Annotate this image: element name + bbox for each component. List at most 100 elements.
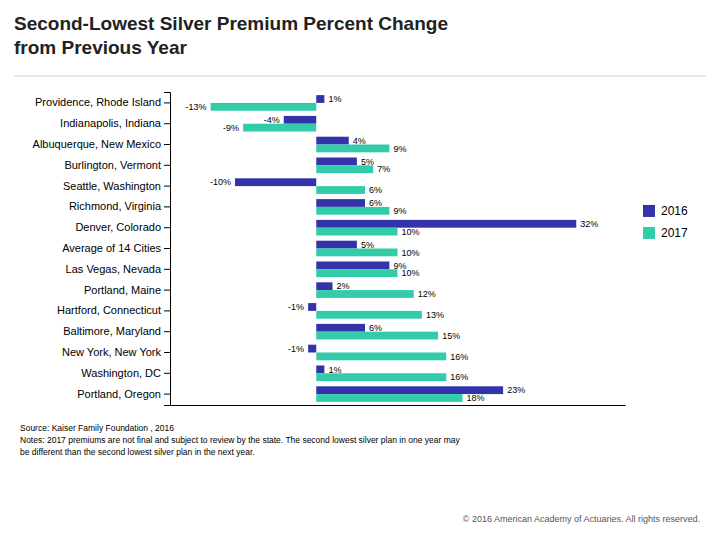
data-label: -4% [264,115,280,125]
bar [316,311,422,319]
bar [316,158,357,166]
data-label: 1% [328,365,341,375]
data-label: -9% [223,123,239,133]
y-axis: Providence, Rhode Island Indianapolis, In… [33,93,171,406]
bar [316,249,397,257]
y-tick: New York, New York [62,346,170,358]
y-tick: Baltimore, Maryland [63,325,170,337]
y-tick: Washington, DC [81,367,170,379]
legend-label: 2016 [661,204,688,218]
data-label: 16% [450,372,468,382]
data-label: -1% [288,302,304,312]
legend-item: 2016 [643,204,688,218]
y-tick-mark [164,144,170,145]
data-label: 2% [337,281,350,291]
legend-item: 2017 [643,226,688,240]
legend-swatch [643,227,655,239]
y-tick-mark [164,394,170,395]
series [211,103,463,402]
data-label: 9% [393,144,406,154]
data-label: 4% [353,136,366,146]
y-tick: Burlington, Vermont [64,159,170,171]
data-label: 15% [442,331,460,341]
bar [316,282,332,290]
y-tick-label: Las Vegas, Nevada [66,263,162,275]
y-tick-label: Washington, DC [81,367,161,379]
bar [316,228,397,236]
y-tick: Portland, Maine [84,284,170,296]
y-tick: Portland, Oregon [77,388,170,400]
bar [316,290,414,298]
y-tick: Seattle, Washington [63,180,170,192]
data-label: 13% [426,310,444,320]
data-label: 6% [369,323,382,333]
data-label: 10% [402,227,420,237]
bar [316,269,397,277]
y-tick-label: Richmond, Virginia [69,200,162,212]
x-axis [171,405,626,406]
y-tick-mark [164,186,170,187]
y-tick: Indianapolis, Indiana [60,117,170,129]
bar [316,324,365,332]
y-tick-mark [164,102,170,103]
y-tick-label: Portland, Maine [84,284,161,296]
y-tick: Denver, Colorado [75,221,170,233]
bar [316,199,365,207]
bar [316,352,446,360]
data-label: -10% [210,177,231,187]
bar [316,365,324,373]
y-tick-mark [164,310,170,311]
data-label: 6% [369,198,382,208]
data-label: 5% [361,157,374,167]
legend-swatch [643,205,655,217]
legend-label: 2017 [661,226,688,240]
bar [316,261,389,269]
y-tick-label: New York, New York [62,346,162,358]
bar [308,303,316,311]
y-tick-mark [164,290,170,291]
chart: Second-Lowest Silver Premium Percent Cha… [0,0,720,540]
y-tick-label: Seattle, Washington [63,180,161,192]
bar [316,394,462,402]
y-tick: Las Vegas, Nevada [66,263,170,275]
y-tick-label: Burlington, Vermont [64,159,161,171]
separator [14,76,706,77]
y-tick-label: Providence, Rhode Island [35,96,161,108]
data-label: 18% [467,393,485,403]
y-tick-mark [164,352,170,353]
y-tick-mark [164,206,170,207]
y-tick: Richmond, Virginia [69,200,170,212]
y-axis-line [164,93,171,406]
y-tick-label: Hartford, Connecticut [57,304,161,316]
footer-note: © 2016 American Academy of Actuaries. Al… [463,514,700,524]
data-label: 23% [507,385,525,395]
data-label: 32% [580,219,598,229]
data-label: 7% [377,164,390,174]
y-tick-mark [164,269,170,270]
y-tick-label: Albuquerque, New Mexico [33,138,161,150]
bar [308,345,316,353]
data-labels: 1%-4%4%5%-10%6%32%5%9%2%-1%6%-1%1%23%-13… [186,94,599,403]
bars [211,95,577,402]
bar [284,116,317,124]
bar [316,186,365,194]
y-tick: Average of 14 Cities [62,242,170,254]
data-label: 9% [393,206,406,216]
data-label: 10% [402,268,420,278]
y-tick-mark [164,227,170,228]
data-label: 1% [328,94,341,104]
bar [316,241,357,249]
bar [316,137,349,145]
bar [316,95,324,103]
data-label: 12% [418,289,436,299]
y-tick-label: Portland, Oregon [77,388,161,400]
data-label: 10% [402,248,420,258]
y-tick: Albuquerque, New Mexico [33,138,170,150]
bar [235,178,316,186]
y-tick-mark [164,373,170,374]
y-tick-label: Denver, Colorado [75,221,161,233]
data-label: -13% [186,102,207,112]
y-tick-mark [164,123,170,124]
y-tick: Providence, Rhode Island [35,96,170,108]
y-tick-mark [164,331,170,332]
